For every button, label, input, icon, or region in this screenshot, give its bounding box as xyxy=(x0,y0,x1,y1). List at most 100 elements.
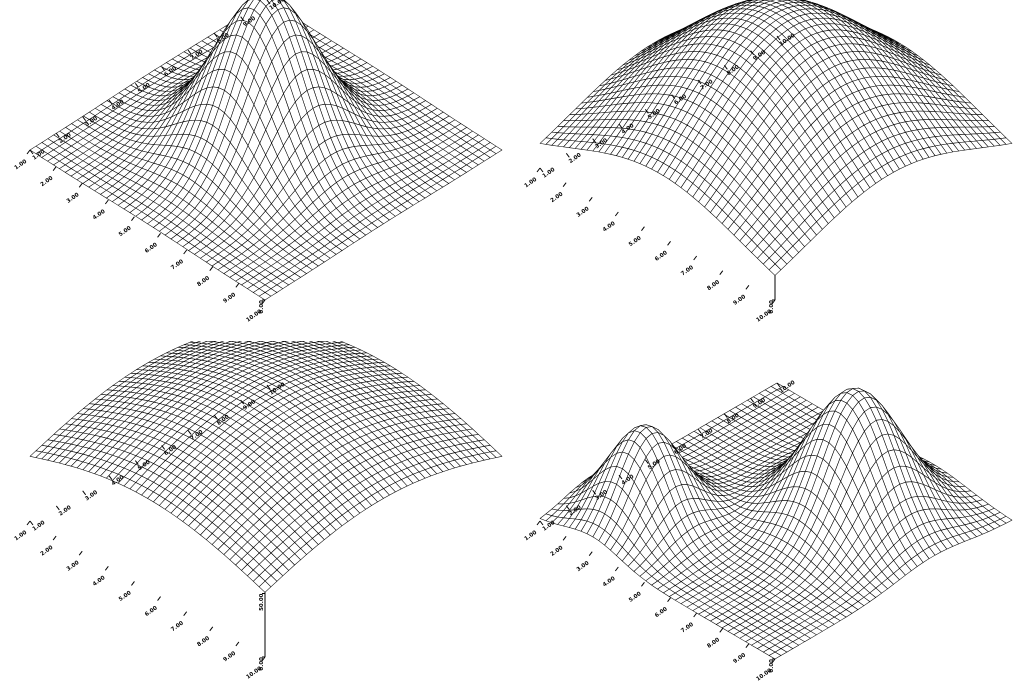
surface-cell xyxy=(258,580,272,593)
x-tick-mark xyxy=(565,153,570,158)
y-tick-label: 1.00 xyxy=(14,530,29,543)
y-tick-mark xyxy=(183,249,188,255)
x-tick-mark xyxy=(697,79,702,85)
x-tick-mark xyxy=(213,33,218,38)
y-tick-label: 5.00 xyxy=(628,235,643,248)
x-tick-mark xyxy=(187,430,192,435)
y-tick-label: 9.00 xyxy=(222,292,237,305)
x-tick-mark xyxy=(213,414,218,420)
x-tick-label: 3.00 xyxy=(84,490,99,503)
x-tick-mark xyxy=(187,49,192,55)
z-tick-label: 0.00 xyxy=(769,659,775,673)
y-tick-label: 8.00 xyxy=(706,279,721,292)
x-tick-mark xyxy=(539,167,544,173)
x-tick-mark xyxy=(750,50,755,55)
y-tick-label: 5.00 xyxy=(118,590,133,603)
y-tick-label: 10.00 xyxy=(245,666,263,681)
y-tick-label: 6.00 xyxy=(144,242,159,255)
surface-mesh xyxy=(29,341,503,593)
y-tick-label: 3.00 xyxy=(66,560,81,573)
surface-mesh xyxy=(539,382,1013,660)
z-tick-label: 50.00 xyxy=(259,593,265,611)
y-tick-mark xyxy=(157,596,161,601)
x-tick-label: 10.00 xyxy=(269,0,287,12)
x-tick-mark xyxy=(776,35,781,41)
y-tick-label: 4.00 xyxy=(92,575,107,588)
y-tick-mark xyxy=(26,149,31,155)
y-tick-label: 5.00 xyxy=(118,225,133,238)
y-tick-mark xyxy=(183,611,188,616)
x-tick-mark xyxy=(82,116,87,121)
x-tick-mark xyxy=(266,384,271,390)
x-tick-mark xyxy=(671,94,676,99)
y-tick-mark xyxy=(104,566,109,571)
x-tick-mark xyxy=(723,65,728,70)
x-tick-mark xyxy=(618,123,623,129)
surface-plot-bottom-left: 0.0050.00100.001.002.003.004.005.006.007… xyxy=(14,341,503,681)
y-tick-mark xyxy=(26,520,31,526)
y-tick-label: 4.00 xyxy=(92,209,107,222)
x-tick-mark xyxy=(108,475,113,480)
surface-mesh xyxy=(29,0,503,301)
y-tick-mark xyxy=(52,166,57,171)
y-tick-label: 9.00 xyxy=(222,651,237,664)
surface-plot-bottom-right: 0.0050.00100.001.002.003.004.005.006.007… xyxy=(524,380,1013,683)
y-tick-label: 10.00 xyxy=(245,309,263,324)
y-tick-mark xyxy=(78,183,83,188)
z-tick-label: 0.00 xyxy=(259,300,265,314)
y-tick-label: 7.00 xyxy=(170,259,185,272)
y-tick-mark xyxy=(104,199,109,205)
x-tick-label: 2.00 xyxy=(568,152,583,165)
x-tick-mark xyxy=(108,99,113,105)
y-tick-mark xyxy=(209,626,214,632)
y-tick-mark xyxy=(614,211,619,217)
surface-cell xyxy=(258,292,272,301)
y-tick-mark xyxy=(52,535,57,541)
y-tick-label: 6.00 xyxy=(144,605,159,618)
y-tick-label: 6.00 xyxy=(654,250,669,263)
y-tick-mark xyxy=(745,285,750,290)
y-tick-mark xyxy=(157,233,161,238)
y-tick-mark xyxy=(78,550,83,556)
y-tick-mark xyxy=(261,299,266,305)
y-tick-mark xyxy=(131,581,135,586)
y-tick-label: 8.00 xyxy=(196,635,211,648)
y-tick-mark xyxy=(719,270,724,275)
y-tick-label: 9.00 xyxy=(732,294,747,307)
y-tick-label: 3.00 xyxy=(66,192,81,205)
y-tick-label: 7.00 xyxy=(170,620,185,633)
y-tick-mark xyxy=(641,226,645,231)
y-tick-label: 2.00 xyxy=(40,545,55,558)
y-tick-mark xyxy=(131,216,135,221)
surface-plot-top-left: 0.0050.001.002.003.004.005.006.007.008.0… xyxy=(14,0,503,324)
x-tick-mark xyxy=(55,133,60,138)
y-tick-mark xyxy=(536,167,541,173)
x-tick-mark xyxy=(240,399,245,405)
x-tick-mark xyxy=(29,520,34,526)
y-tick-mark xyxy=(771,299,776,305)
x-tick-mark xyxy=(134,460,139,465)
x-tick-mark xyxy=(134,83,139,88)
y-tick-label: 1.00 xyxy=(14,159,29,172)
y-tick-label: 4.00 xyxy=(602,221,617,234)
x-tick-mark xyxy=(161,445,166,450)
surface-plot-top-right: 0.0050.00100.001.002.003.004.005.006.007… xyxy=(524,0,1013,324)
y-tick-label: 7.00 xyxy=(680,265,695,278)
x-tick-label: 1.00 xyxy=(542,167,557,180)
x-tick-mark xyxy=(266,0,271,5)
x-tick-mark xyxy=(55,505,60,511)
z-tick-label: 0.00 xyxy=(769,300,775,314)
x-tick-mark xyxy=(82,490,87,496)
y-tick-label: 3.00 xyxy=(576,206,591,219)
y-tick-mark xyxy=(235,641,240,647)
y-tick-mark xyxy=(562,182,567,187)
x-tick-mark xyxy=(592,138,597,143)
x-tick-label: 2.00 xyxy=(58,505,73,518)
y-tick-mark xyxy=(667,241,671,246)
surface-mesh xyxy=(539,0,1013,276)
z-tick-label: 0.00 xyxy=(259,657,265,671)
y-tick-label: 2.00 xyxy=(550,191,565,204)
y-tick-mark xyxy=(588,197,593,202)
x-tick-mark xyxy=(161,66,166,71)
y-tick-label: 8.00 xyxy=(196,275,211,288)
